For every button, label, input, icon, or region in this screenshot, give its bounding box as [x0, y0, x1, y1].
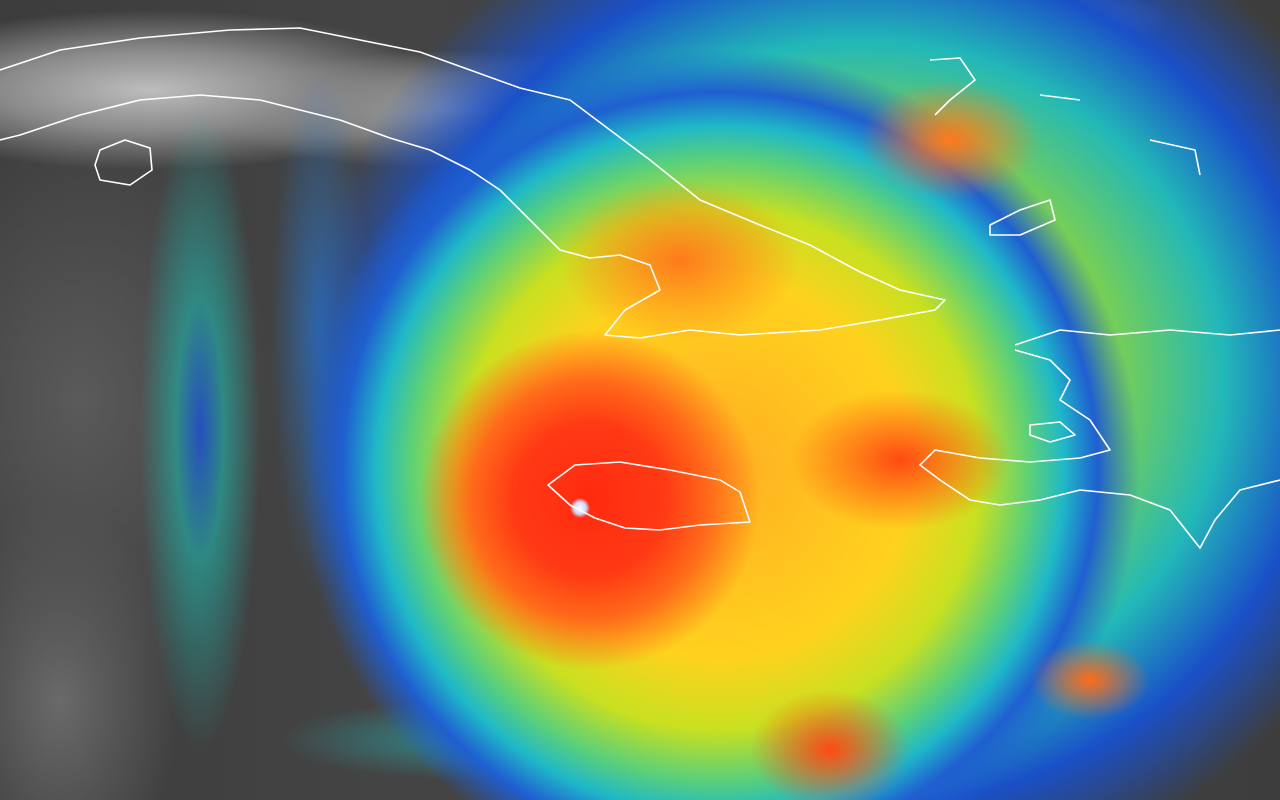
jamaica-coastline [547, 461, 751, 531]
gonave-island-coastline [1029, 421, 1076, 443]
bahamas-coastline [929, 57, 1201, 236]
isle-of-youth-coastline [94, 139, 153, 186]
cuba-coastline [0, 27, 946, 339]
hispaniola-coastline [919, 329, 1280, 549]
